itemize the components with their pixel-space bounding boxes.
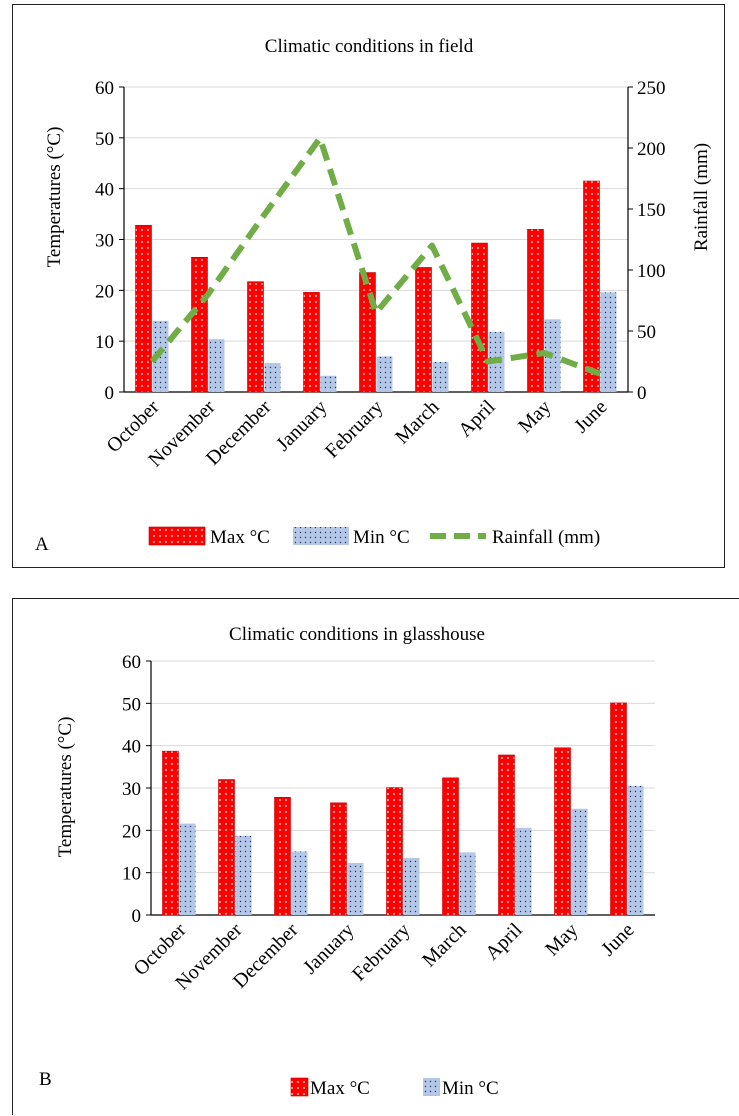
- panel-b-letter: B: [39, 1069, 52, 1090]
- legend-a-rain-label: Rainfall (mm): [492, 527, 600, 548]
- chart-a-bars: [135, 180, 617, 393]
- chart-a-rainfall-line: [149, 135, 602, 377]
- chart-a-title: Climatic conditions in field: [265, 36, 474, 57]
- chart-a-y-ticks: 0 10 20 30 40 50 60: [95, 78, 124, 404]
- bar-min-february: [376, 356, 393, 392]
- bar-max-october: [135, 224, 152, 393]
- bar-max-january: [303, 292, 320, 393]
- legend-a-max-label: Max °C: [210, 527, 270, 548]
- bar-max-december: [247, 281, 264, 393]
- legend-a-min-swatch: [293, 527, 349, 545]
- chart-a-y2-tick-label: 150: [637, 200, 666, 221]
- legend-b-max-label: Max °C: [310, 1078, 370, 1099]
- bar-max-june: [583, 180, 600, 393]
- chart-a-y-label: Temperatures (°C): [44, 127, 65, 268]
- bar-max-february: [359, 272, 376, 393]
- bar-max-february: [386, 787, 403, 916]
- chart-a-y-tick-label: 0: [105, 383, 115, 404]
- x-tick-label-march: March: [418, 919, 470, 971]
- bar-max-october: [162, 750, 179, 916]
- chart-a-y-tick-label: 60: [95, 78, 114, 99]
- bar-max-november: [191, 256, 208, 393]
- chart-a-y-tick-label: 10: [95, 332, 114, 353]
- bar-min-october: [152, 320, 169, 392]
- chart-panel-a: Climatic conditions in field 0 10 20 30 40 50…: [12, 4, 725, 568]
- chart-a-svg: Climatic conditions in field 0 10 20 30 40 50…: [35, 36, 712, 555]
- chart-b-y-tick-label: 60: [122, 652, 141, 673]
- x-tick-label-may: May: [541, 919, 582, 960]
- chart-a-y2-tick-label: 200: [637, 139, 666, 160]
- chart-a-y2-label: Rainfall (mm): [691, 143, 712, 251]
- chart-b-legend: Max °C Min °C: [290, 1077, 499, 1099]
- chart-b-bars: [162, 702, 644, 916]
- bar-min-november: [208, 339, 225, 392]
- legend-a-min-label: Min °C: [353, 527, 410, 548]
- legend-b-min-label: Min °C: [442, 1078, 499, 1099]
- chart-a-y2-tick-label: 100: [637, 261, 666, 282]
- chart-b-y-tick-label: 20: [122, 821, 141, 842]
- bar-max-december: [274, 797, 291, 916]
- chart-a-y2-tick-label: 0: [637, 383, 647, 404]
- bar-max-april: [498, 754, 515, 916]
- x-tick-label-may: May: [514, 396, 555, 437]
- chart-panel-b: Climatic conditions in glasshouse 0 10 20 3…: [12, 598, 739, 1115]
- chart-b-title: Climatic conditions in glasshouse: [229, 624, 485, 645]
- chart-a-y2-tick-label: 50: [637, 322, 656, 343]
- chart-b-y-ticks: 0 10 20 30 40 50 60: [122, 652, 151, 927]
- chart-a-y2-tick-label: 250: [637, 78, 666, 99]
- x-tick-label-june: June: [597, 919, 639, 961]
- bar-min-february: [403, 857, 420, 915]
- chart-b-y-tick-label: 30: [122, 779, 141, 800]
- x-tick-label-june: June: [570, 396, 612, 438]
- chart-a-legend: Max °C Min °C Rainfall (mm): [148, 526, 600, 548]
- bar-max-november: [218, 779, 235, 916]
- x-tick-label-april: April: [454, 396, 500, 442]
- bar-min-june: [600, 292, 617, 392]
- bar-max-march: [415, 267, 432, 393]
- bar-max-april: [471, 242, 488, 393]
- bar-min-march: [432, 362, 449, 392]
- bar-max-march: [442, 777, 459, 916]
- chart-a-y-tick-label: 20: [95, 281, 114, 302]
- bar-max-june: [610, 702, 627, 916]
- bar-min-december: [291, 851, 308, 915]
- bar-max-may: [527, 229, 544, 393]
- x-tick-label-march: March: [391, 396, 443, 448]
- bar-min-march: [459, 852, 476, 915]
- x-tick-label-april: April: [481, 919, 527, 965]
- legend-b-min-swatch: [423, 1078, 440, 1096]
- bar-max-january: [330, 802, 347, 916]
- legend-b-max-swatch: [290, 1077, 309, 1097]
- bar-min-november: [235, 835, 252, 915]
- x-tick-label-february: February: [348, 919, 415, 986]
- bar-min-june: [627, 785, 644, 915]
- chart-b-y-tick-label: 40: [122, 737, 141, 758]
- x-tick-label-february: February: [321, 396, 388, 463]
- chart-b-svg: Climatic conditions in glasshouse 0 10 20 3…: [39, 624, 655, 1099]
- bar-min-may: [571, 808, 588, 915]
- chart-b-y-label: Temperatures (°C): [55, 717, 76, 858]
- bar-min-january: [320, 375, 337, 392]
- legend-a-max-swatch: [148, 526, 206, 546]
- rainfall-series-line: [149, 135, 602, 377]
- panel-a-letter: A: [35, 534, 49, 555]
- chart-a-y-tick-label: 40: [95, 180, 114, 201]
- bar-min-december: [264, 363, 281, 392]
- chart-a-y2-ticks: 0 50 100 150 200 250: [628, 78, 666, 404]
- bar-min-january: [347, 862, 364, 915]
- chart-b-y-tick-label: 0: [132, 906, 142, 927]
- chart-b-y-tick-label: 50: [122, 694, 141, 715]
- bar-max-may: [554, 747, 571, 916]
- bar-min-october: [179, 823, 196, 915]
- bar-min-april: [515, 827, 532, 915]
- chart-b-y-tick-label: 10: [122, 864, 141, 885]
- chart-a-y-tick-label: 30: [95, 231, 114, 252]
- chart-a-y-tick-label: 50: [95, 129, 114, 150]
